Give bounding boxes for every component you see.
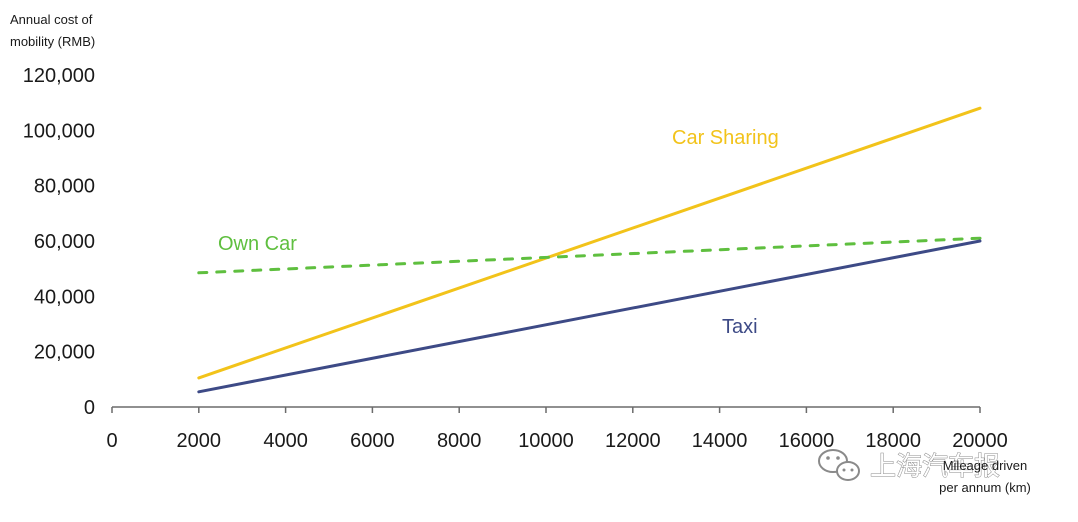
x-tick-label: 2000 <box>177 430 222 452</box>
y-axis-title: Annual cost of mobility (RMB) <box>10 12 95 49</box>
x-axis-title-line: Mileage driven <box>943 458 1028 473</box>
y-tick-label: 100,000 <box>23 120 95 142</box>
series-labels: Car Sharing Own Car Taxi <box>218 127 779 338</box>
watermark: 上海汽车报 <box>818 449 1001 483</box>
y-tick-label: 120,000 <box>23 65 95 87</box>
watermark-text: 上海汽车报 <box>870 452 1000 482</box>
x-axis-title: Mileage driven per annum (km) <box>939 458 1031 495</box>
axes <box>111 406 981 413</box>
series-lines <box>197 106 982 394</box>
x-tick-label: 14000 <box>692 430 748 452</box>
x-tick-label: 4000 <box>263 430 308 452</box>
y-tick-label: 20,000 <box>34 342 95 364</box>
series-label-taxi: Taxi <box>722 316 758 338</box>
y-axis-title-line: mobility (RMB) <box>10 34 95 49</box>
series-label-car-sharing: Car Sharing <box>672 127 779 149</box>
wechat-icon <box>818 449 860 481</box>
y-tick-label: 80,000 <box>34 176 95 198</box>
y-tick-label: 40,000 <box>34 286 95 308</box>
y-axis-title-line: Annual cost of <box>10 12 93 27</box>
series-line-car-sharing <box>197 106 982 380</box>
x-tick-label: 12000 <box>605 430 661 452</box>
x-axis-ticks: 0 2000 4000 6000 8000 10000 12000 14000 16000 180… <box>106 430 1007 452</box>
series-line-taxi <box>197 239 982 394</box>
x-tick-label: 10000 <box>518 430 574 452</box>
x-tick-label: 0 <box>106 430 117 452</box>
y-tick-label: 60,000 <box>34 231 95 253</box>
series-label-own-car: Own Car <box>218 233 297 255</box>
y-axis-ticks: 0 20,000 40,000 60,000 80,000 100,000 120,000 <box>23 65 95 419</box>
x-tick-label: 8000 <box>437 430 482 452</box>
y-tick-label: 0 <box>84 397 95 419</box>
x-tick-label: 16000 <box>779 430 835 452</box>
x-tick-label: 20000 <box>952 430 1008 452</box>
x-tick-label: 18000 <box>865 430 921 452</box>
x-tick-label: 6000 <box>350 430 395 452</box>
x-axis-title-line: per annum (km) <box>939 480 1031 495</box>
series-line-own-car <box>197 236 982 275</box>
